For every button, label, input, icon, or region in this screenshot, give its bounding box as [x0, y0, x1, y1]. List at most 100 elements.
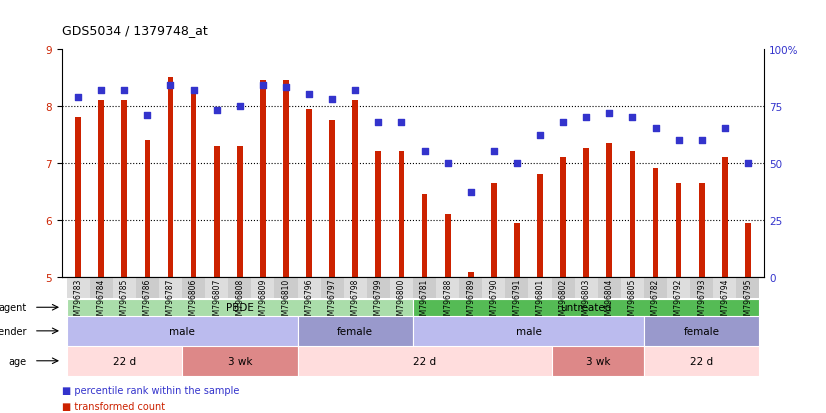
Bar — [191, 95, 197, 277]
Text: GSM796794: GSM796794 — [720, 278, 729, 324]
Point — [164, 83, 177, 89]
Text: GSM796791: GSM796791 — [512, 278, 521, 324]
Text: gender: gender — [0, 326, 26, 336]
Bar — [251, 277, 274, 299]
Text: GSM796798: GSM796798 — [351, 278, 360, 324]
Text: GSM796782: GSM796782 — [651, 278, 660, 324]
Bar — [482, 277, 506, 299]
Bar — [629, 152, 635, 277]
Bar — [344, 277, 367, 299]
Bar — [297, 277, 320, 299]
Point — [117, 87, 131, 94]
Bar — [506, 277, 529, 299]
Bar — [676, 183, 681, 277]
Bar — [214, 146, 220, 277]
Text: GSM796795: GSM796795 — [743, 278, 752, 324]
Bar — [459, 277, 482, 299]
Bar — [145, 140, 150, 277]
Bar — [736, 277, 759, 299]
Text: untreated: untreated — [561, 303, 612, 313]
Text: 3 wk: 3 wk — [227, 356, 252, 366]
Text: 3 wk: 3 wk — [586, 356, 610, 366]
Point — [741, 160, 754, 166]
Bar — [713, 277, 736, 299]
Text: GSM796796: GSM796796 — [305, 278, 314, 324]
Bar — [644, 277, 667, 299]
Text: age: age — [9, 356, 26, 366]
Bar — [135, 277, 159, 299]
Bar — [182, 277, 205, 299]
Bar — [376, 152, 382, 277]
Bar — [745, 223, 751, 277]
Bar — [353, 101, 358, 277]
Point — [140, 112, 154, 119]
Bar — [67, 346, 182, 376]
Text: GSM796799: GSM796799 — [374, 278, 383, 324]
Bar — [436, 277, 459, 299]
Text: GSM796784: GSM796784 — [97, 278, 106, 324]
Text: GSM796788: GSM796788 — [443, 278, 452, 324]
Point — [95, 87, 108, 94]
Bar — [205, 277, 228, 299]
Bar — [297, 316, 413, 346]
Bar — [667, 277, 691, 299]
Text: ■ percentile rank within the sample: ■ percentile rank within the sample — [62, 385, 240, 395]
Text: GSM796805: GSM796805 — [628, 278, 637, 324]
Text: ■ transformed count: ■ transformed count — [62, 401, 165, 411]
Bar — [560, 158, 566, 277]
Text: GSM796808: GSM796808 — [235, 278, 244, 324]
Bar — [468, 273, 473, 277]
Text: GSM796792: GSM796792 — [674, 278, 683, 324]
Text: GSM796804: GSM796804 — [605, 278, 614, 324]
Bar — [621, 277, 644, 299]
Bar — [598, 277, 621, 299]
Point — [233, 103, 246, 110]
Bar — [90, 277, 113, 299]
Bar — [330, 121, 335, 277]
Point — [349, 87, 362, 94]
Point — [603, 110, 616, 116]
Bar — [653, 169, 658, 277]
Bar — [390, 277, 413, 299]
Point — [487, 149, 501, 155]
Point — [302, 92, 316, 98]
Point — [557, 119, 570, 126]
Point — [580, 114, 593, 121]
Point — [72, 94, 85, 101]
Bar — [537, 175, 543, 277]
Text: 22 d: 22 d — [413, 356, 436, 366]
Point — [279, 85, 292, 92]
Text: GSM796801: GSM796801 — [535, 278, 544, 324]
Bar — [552, 277, 575, 299]
Bar — [228, 277, 251, 299]
Text: GSM796786: GSM796786 — [143, 278, 152, 324]
Bar — [168, 78, 173, 277]
Text: GSM796781: GSM796781 — [420, 278, 429, 324]
Point — [510, 160, 524, 166]
Point — [626, 114, 639, 121]
Bar — [575, 277, 598, 299]
Point — [256, 83, 269, 89]
Bar — [98, 101, 104, 277]
Text: GDS5034 / 1379748_at: GDS5034 / 1379748_at — [62, 24, 207, 37]
Text: GSM796802: GSM796802 — [558, 278, 567, 324]
Text: GSM796803: GSM796803 — [582, 278, 591, 324]
Text: agent: agent — [0, 303, 26, 313]
Point — [395, 119, 408, 126]
Bar — [159, 277, 182, 299]
Bar — [583, 149, 589, 277]
Text: female: female — [684, 326, 719, 336]
Text: 22 d: 22 d — [112, 356, 135, 366]
Bar — [552, 346, 644, 376]
Bar — [444, 214, 450, 277]
Point — [372, 119, 385, 126]
Point — [718, 126, 731, 133]
Bar — [67, 277, 90, 299]
Bar — [529, 277, 552, 299]
Text: GSM796809: GSM796809 — [259, 278, 268, 324]
Bar — [367, 277, 390, 299]
Point — [325, 96, 339, 103]
Bar — [75, 118, 81, 277]
Text: GSM796806: GSM796806 — [189, 278, 198, 324]
Bar — [514, 223, 520, 277]
